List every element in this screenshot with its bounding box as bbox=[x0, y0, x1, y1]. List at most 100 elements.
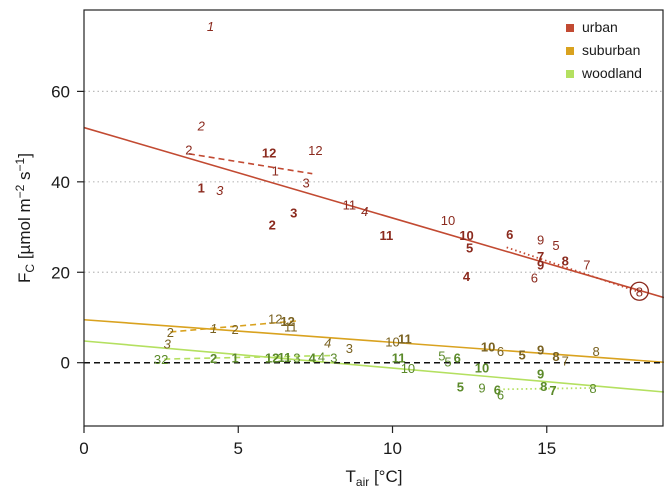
x-tick-label: 10 bbox=[383, 439, 402, 458]
point-label-urban: 1 bbox=[272, 164, 279, 179]
dashed-segment-suburban bbox=[170, 319, 301, 333]
x-axis-title-sub: air bbox=[356, 475, 369, 489]
point-label-urban: 6 bbox=[506, 227, 513, 242]
point-label-urban: 3 bbox=[303, 176, 310, 191]
segment-lines bbox=[164, 153, 640, 391]
point-label-urban: 12 bbox=[308, 143, 322, 158]
point-label-suburban: 12 bbox=[268, 311, 282, 326]
x-ticks: 0 5 10 15 bbox=[79, 426, 556, 458]
y-ticks: 0 20 40 60 bbox=[51, 82, 84, 373]
point-label-woodland: 11 bbox=[392, 351, 406, 366]
point-label-suburban: 10 bbox=[385, 334, 399, 349]
legend-swatch-urban bbox=[566, 24, 574, 32]
fit-line-urban bbox=[83, 126, 664, 299]
x-axis-title-unit: [°C] bbox=[369, 467, 402, 486]
point-label-woodland: 3 bbox=[330, 351, 337, 366]
point-label-woodland: 8 bbox=[589, 381, 596, 396]
point-label-suburban: 9 bbox=[537, 343, 544, 358]
legend-label-woodland: woodland bbox=[581, 65, 642, 81]
point-label-suburban: 2 bbox=[167, 325, 174, 340]
point-label-suburban: 3 bbox=[164, 337, 172, 352]
point-label-suburban: 11 bbox=[284, 320, 298, 335]
legend: urban suburban woodland bbox=[566, 19, 642, 81]
x-tick-label: 0 bbox=[79, 439, 88, 458]
point-label-suburban: 1 bbox=[210, 321, 217, 336]
x-tick-label: 15 bbox=[537, 439, 556, 458]
dashed-segment-urban bbox=[188, 153, 313, 175]
point-label-urban: 1 bbox=[207, 19, 214, 34]
x-axis-title-main: T bbox=[346, 467, 356, 486]
point-label-woodland: 6 bbox=[494, 382, 501, 397]
point-label-woodland: 1 bbox=[232, 351, 239, 366]
point-label-woodland: 3 bbox=[293, 350, 300, 365]
y-tick-label: 20 bbox=[51, 263, 70, 282]
point-label-urban: 2 bbox=[197, 118, 206, 133]
x-tick-label: 5 bbox=[234, 439, 243, 458]
point-label-urban: 8 bbox=[562, 254, 569, 269]
point-label-woodland: 9 bbox=[537, 367, 544, 382]
point-label-suburban: 11 bbox=[398, 331, 412, 346]
dotted-segment-urban bbox=[506, 246, 640, 294]
point-label-suburban: 3 bbox=[346, 341, 353, 356]
legend-label-urban: urban bbox=[582, 19, 618, 35]
point-label-urban: 7 bbox=[583, 258, 590, 273]
point-label-urban: 11 bbox=[379, 228, 393, 243]
point-label-urban: 5 bbox=[552, 238, 559, 253]
point-label-woodland: 2 bbox=[210, 351, 217, 366]
point-label-suburban: 5 bbox=[518, 348, 525, 363]
point-circle-marker bbox=[629, 281, 649, 301]
y-axis-title-sub: C bbox=[23, 264, 37, 273]
point-label-woodland: 7 bbox=[549, 383, 556, 398]
point-label-woodland: 9 bbox=[478, 381, 485, 396]
point-label-woodland: 12 bbox=[265, 351, 279, 366]
point-label-woodland: 4 bbox=[309, 351, 317, 366]
point-label-woodland: 5 bbox=[438, 348, 445, 363]
point-label-urban: 5 bbox=[466, 240, 473, 255]
point-label-urban: 3 bbox=[216, 183, 224, 198]
point-label-suburban: 10 bbox=[481, 339, 495, 354]
point-label-suburban: 4 bbox=[324, 335, 331, 350]
y-axis-title: FC [µmol m−2 s−1] bbox=[13, 153, 37, 283]
point-label-urban: 7 bbox=[537, 249, 544, 264]
plot-frame bbox=[83, 9, 664, 427]
point-label-urban: 12 bbox=[262, 145, 276, 160]
y-tick-label: 40 bbox=[51, 173, 70, 192]
point-label-urban: 9 bbox=[537, 258, 544, 273]
point-label-suburban: 8 bbox=[593, 344, 600, 359]
point-label-woodland: 5 bbox=[444, 354, 451, 369]
point-label-woodland: 5 bbox=[457, 380, 464, 395]
fit-line-woodland bbox=[83, 340, 664, 393]
point-label-urban: 10 bbox=[459, 228, 473, 243]
legend-label-suburban: suburban bbox=[582, 42, 640, 58]
y-tick-label: 60 bbox=[51, 82, 70, 101]
point-label-suburban: 6 bbox=[497, 344, 504, 359]
point-label-urban: 10 bbox=[441, 213, 455, 228]
y-axis-title-unit-c: ] bbox=[15, 153, 34, 158]
point-label-urban: 9 bbox=[537, 233, 544, 248]
dashed-segment-woodland bbox=[164, 354, 334, 360]
y-axis-title-unit-b: s bbox=[15, 171, 34, 184]
legend-swatch-woodland bbox=[566, 70, 574, 78]
y-axis-title-main: F bbox=[15, 273, 34, 283]
point-label-urban: 4 bbox=[361, 204, 368, 219]
point-label-woodland: 10 bbox=[475, 361, 489, 376]
y-axis-title-exp-b: −1 bbox=[13, 157, 27, 171]
y-axis-title-unit-a: [µmol m bbox=[15, 198, 34, 264]
y-axis-title-exp-a: −2 bbox=[13, 184, 27, 198]
point-label-woodland: 6 bbox=[454, 350, 461, 365]
point-label-urban: 2 bbox=[269, 217, 276, 232]
point-label-woodland: 8 bbox=[540, 379, 547, 394]
y-tick-label: 0 bbox=[61, 354, 70, 373]
point-label-woodland: 10 bbox=[401, 361, 415, 376]
point-label-woodland: 6 bbox=[497, 387, 504, 402]
point-label-suburban: 2 bbox=[232, 322, 239, 337]
point-label-urban: 11 bbox=[343, 197, 357, 212]
point-label-urban: 4 bbox=[463, 269, 471, 284]
legend-swatch-suburban bbox=[566, 47, 574, 55]
fit-line-suburban bbox=[83, 318, 664, 364]
point-label-woodland: 11 bbox=[278, 350, 292, 365]
x-axis-title: Tair [°C] bbox=[346, 467, 403, 489]
point-label-urban: 8 bbox=[636, 284, 643, 299]
